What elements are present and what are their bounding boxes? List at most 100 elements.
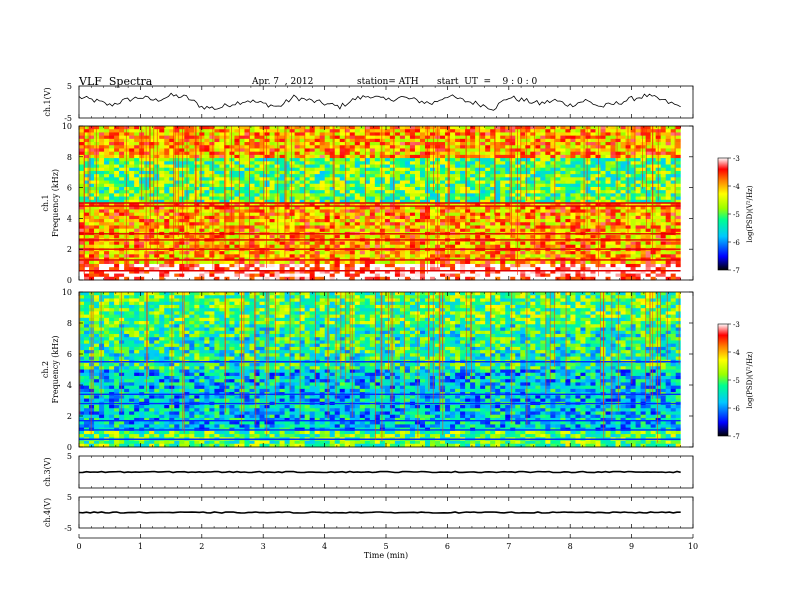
spectrogram-cell [570,158,576,162]
spectrogram-cell [470,222,476,226]
spectrogram-cell [179,161,185,165]
spectrogram-cell [99,142,105,146]
spectrogram-cell [134,254,140,258]
spectrogram-cell [179,206,185,210]
spectrogram-cell [94,161,100,165]
spectrogram-cell [364,142,371,146]
spectrogram-cell [630,145,636,149]
spectrogram-cell [289,222,296,226]
spectrogram-cell [219,151,225,156]
spectrogram-cell [284,138,290,143]
spectrogram-cell [124,222,130,226]
spectrogram-cell [505,190,511,194]
spectrogram-cell [650,180,657,185]
spectrogram-cell [294,196,301,201]
spectrogram-cell [99,244,105,249]
spectrogram-cell [515,129,521,133]
spectrogram-cell [399,190,406,194]
spectrogram-cell [670,151,677,156]
spectrogram-cell [329,170,336,175]
spectrogram-cell [94,126,100,130]
spectrogram-cell [615,215,621,220]
spectrogram-cell [645,183,652,188]
spectrogram-cell [665,225,672,230]
spectrogram-cell [259,235,265,239]
spectrogram-cell [284,174,290,178]
spectrogram-cell [605,164,611,169]
spectrogram-cell [264,135,270,140]
spectrogram-cell [645,174,652,178]
spectrogram-cell [575,142,581,146]
spectrogram-cell [339,212,346,217]
spectrogram-cell [209,212,215,217]
spectrogram-cell [590,193,596,197]
spectrogram-cell [259,219,265,223]
spectrogram-cell [404,126,411,130]
spectrogram-cell [129,209,135,214]
spectrogram-cell [259,161,265,165]
spectrogram-cell [299,203,306,207]
spectrogram-cell [399,158,406,162]
spectrogram-cell [605,145,611,149]
spectrogram-cell [660,206,667,210]
spectrogram-cell [630,183,636,188]
spectrogram-cell [159,161,165,165]
spectrogram-cell [409,212,416,217]
spectrogram-cell [159,151,165,156]
spectrogram-cell [585,158,591,162]
spectrogram-cell [344,235,351,239]
spectrogram-cell [159,132,165,137]
spectrogram-cell [505,219,511,223]
spectrogram-cell [615,190,621,194]
spectrogram-cell [259,241,265,246]
spectrogram-cell [605,209,611,214]
spectrogram-cell [595,148,601,153]
spectrogram-cell [675,203,682,207]
spectrogram-cell [374,212,381,217]
spectrogram-cell [349,145,356,149]
spectrogram-cell [460,145,466,149]
spectrogram-cell [109,203,115,207]
spectrogram-cell [409,190,416,194]
spectrogram-cell [279,212,285,217]
spectrogram-cell [409,219,416,223]
spectrogram-cell [660,135,667,140]
spectrogram-cell [630,174,636,178]
spectrogram-cell [595,158,601,162]
spectrogram-cell [645,126,652,130]
spectrogram-cell [620,180,626,185]
spectrogram-cell [239,228,245,233]
spectrogram-cell [620,199,626,204]
spectrogram-cell [610,209,616,214]
spectrogram-cell [164,215,170,220]
spectrogram-cell [364,228,371,233]
spectrogram-cell [149,145,155,149]
spectrogram-cell [329,241,336,246]
spectrogram-cell [650,126,657,130]
spectrogram-cell [505,193,511,197]
spectrogram-cell [299,186,306,191]
spectrogram-cell [329,206,336,210]
spectrogram-cell [194,129,200,133]
spectrogram-cell [329,180,336,185]
spectrogram-cell [314,190,321,194]
spectrogram-cell [264,142,270,146]
spectrogram-cell [394,203,401,207]
spectrogram-cell [500,126,506,130]
spectrogram-cell [379,235,386,239]
spectrogram-cell [79,196,85,201]
spectrogram-cell [675,161,682,165]
spectrogram-cell [545,180,551,185]
spectrogram-cell [660,151,667,156]
spectrogram-cell [294,225,301,230]
spectrogram-cell [389,158,396,162]
spectrogram-cell [299,142,306,146]
spectrogram-cell [254,154,260,159]
spectrogram-cell [344,142,351,146]
spectrogram-cell [394,190,401,194]
spectrogram-cell [139,206,145,210]
spectrogram-cell [319,167,326,172]
spectrogram-cell [174,222,180,226]
spectrogram-cell [399,219,406,223]
spectrogram-cell [209,251,215,255]
